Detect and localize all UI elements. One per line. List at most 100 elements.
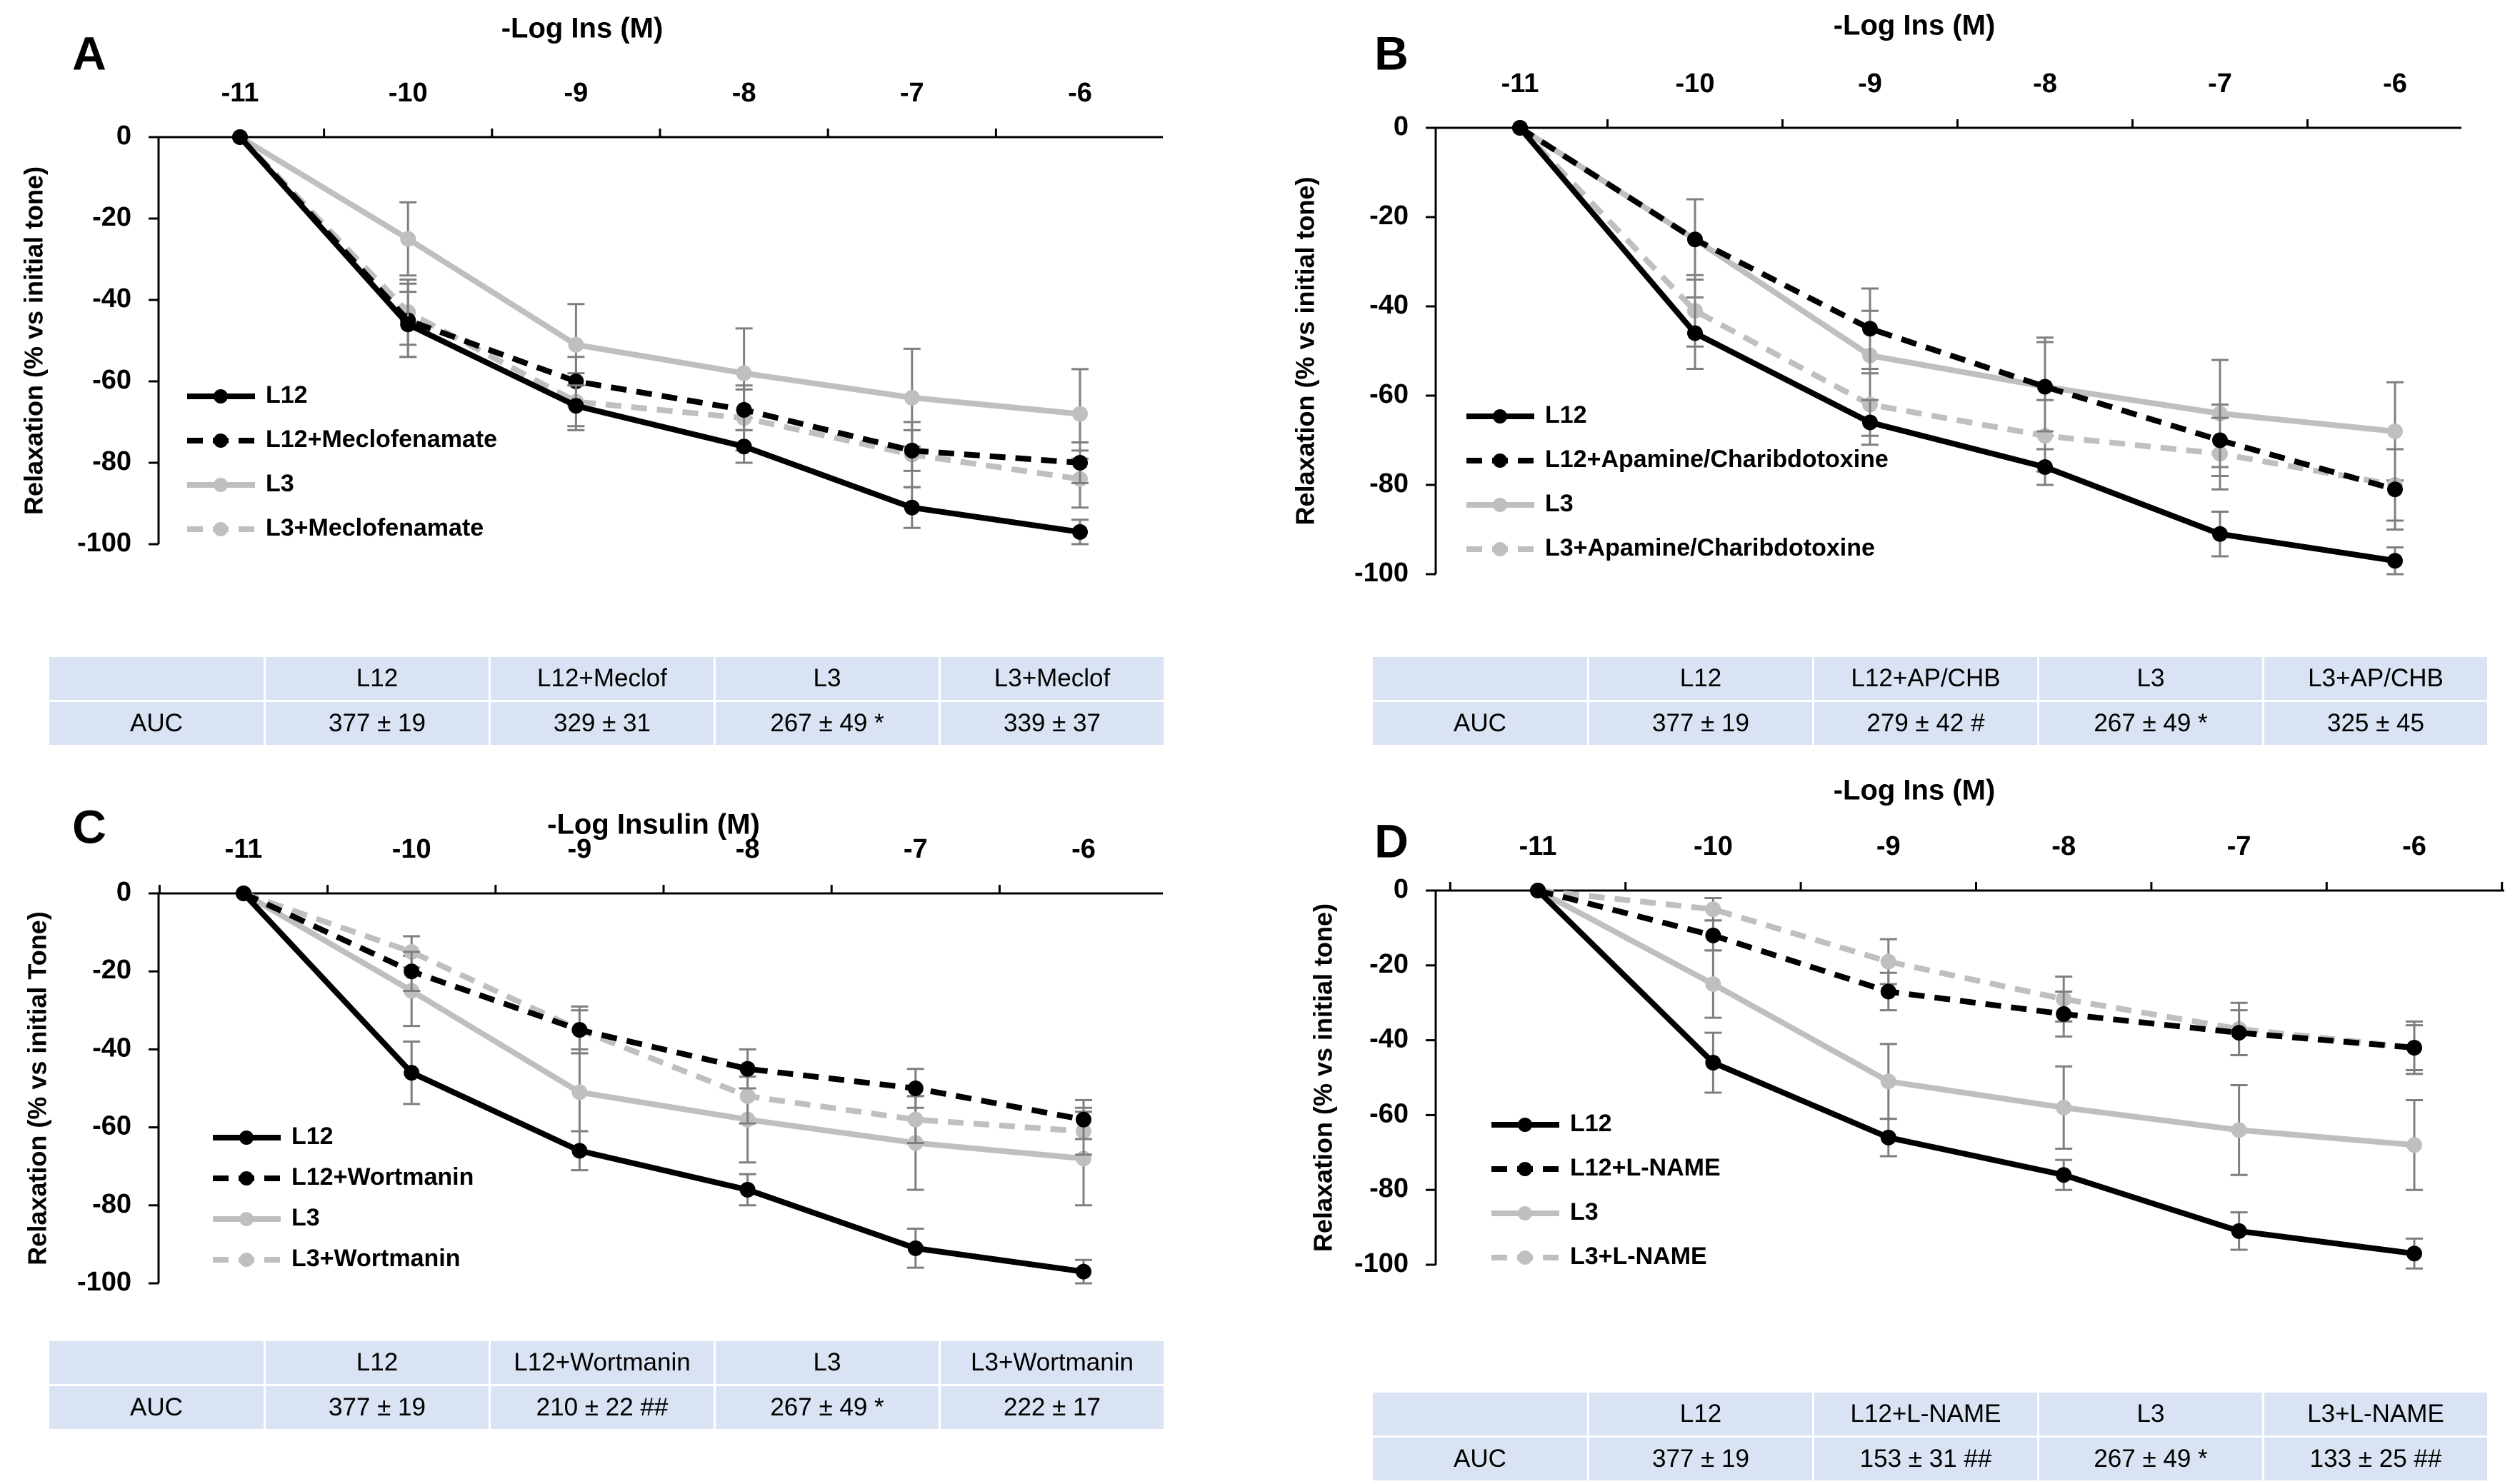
legend-swatch-marker	[214, 478, 228, 492]
series-line	[238, 135, 1081, 482]
legend-swatch-marker	[1518, 1162, 1532, 1176]
auc-header-cell: L3+Wortmanin	[939, 1341, 1166, 1386]
x-tick-label: -11	[221, 78, 259, 108]
auc-table-c: L12 L12+Wortmanin L3 L3+Wortmanin AUC 37…	[49, 1341, 1166, 1429]
data-point	[904, 442, 920, 458]
y-tick-label: -100	[1354, 1248, 1409, 1278]
y-tick-label: -40	[92, 1033, 131, 1063]
y-tick-label: 0	[116, 121, 131, 151]
auc-value-cell: 267 ± 49 *	[714, 1385, 941, 1429]
data-point	[1705, 901, 1721, 918]
legend-label: L12	[1570, 1110, 1612, 1137]
y-tick-label: -80	[1369, 468, 1409, 498]
data-point	[904, 499, 920, 516]
y-tick-label: -40	[1369, 290, 1409, 320]
legend-item: L3+L-NAME	[1491, 1243, 1707, 1270]
data-point	[1862, 321, 1878, 337]
legend-label: L3	[291, 1204, 320, 1231]
legend-swatch-marker	[214, 522, 228, 536]
x-tick-label: -6	[1071, 834, 1096, 864]
data-point	[400, 316, 416, 333]
data-point	[400, 231, 416, 247]
data-point	[2056, 1099, 2072, 1115]
data-point	[1880, 953, 1896, 970]
data-point	[2231, 1122, 2247, 1138]
auc-value-cell: 133 ± 25 ##	[2263, 1436, 2489, 1480]
auc-header-cell: L3+AP/CHB	[2263, 657, 2489, 702]
data-point	[1530, 883, 1546, 898]
data-point	[1862, 414, 1878, 431]
y-tick-label: -80	[92, 446, 131, 476]
series-l3-l-name	[1530, 883, 2423, 1072]
data-point	[1880, 983, 1896, 1000]
data-point	[736, 401, 752, 418]
y-axis-title: Relaxation (% vs initial tone)	[1309, 903, 1338, 1252]
series-line	[1518, 125, 2396, 434]
data-point	[2387, 553, 2403, 569]
series-line	[1518, 126, 2396, 488]
auc-value-cell: 377 ± 19	[1588, 1436, 1814, 1480]
data-point	[1687, 325, 1703, 341]
series-line	[238, 135, 1081, 535]
data-point	[1705, 927, 1721, 943]
auc-value-cell: 222 ± 17	[939, 1385, 1166, 1429]
auc-header-cell: L12+L-NAME	[1813, 1393, 2039, 1438]
legend-swatch-marker	[239, 1253, 254, 1267]
chart-panel-b: B-Log Ins (M)-11 -10 -9 -8 -7 -60-20-40-60-80…	[1291, 10, 2461, 588]
series-line	[242, 891, 1084, 1123]
auc-header-empty	[1373, 1393, 1589, 1438]
legend-swatch-marker	[1518, 1118, 1532, 1132]
legend-label: L3+Meclofenamate	[266, 514, 484, 541]
auc-header-cell: L3	[2038, 657, 2264, 702]
legend-item: L3	[187, 470, 294, 497]
series-line	[1537, 888, 2415, 1051]
x-axis-title: -Log Ins (M)	[1834, 10, 1996, 41]
legend-label: L12+Meclofenamate	[266, 426, 497, 453]
y-tick-label: -20	[92, 955, 131, 985]
x-tick-label: -10	[389, 78, 428, 108]
y-tick-label: -60	[1369, 379, 1409, 409]
legend-item: L3+Meclofenamate	[187, 514, 484, 541]
data-point	[1687, 231, 1703, 248]
data-point	[1072, 406, 1088, 422]
x-tick-label: -7	[2227, 831, 2251, 861]
y-tick-label: -80	[92, 1189, 131, 1219]
legend-label: L12+L-NAME	[1570, 1154, 1721, 1181]
legend-item: L3+Wortmanin	[213, 1245, 460, 1272]
legend-label: L3+Apamine/Charibdotoxine	[1545, 534, 1875, 561]
legend-label: L12	[291, 1123, 334, 1150]
data-point	[1880, 1129, 1896, 1145]
data-point	[404, 1065, 420, 1081]
series-l12-wortmanin	[236, 886, 1092, 1140]
legend-item: L12+Meclofenamate	[187, 426, 497, 453]
data-point	[907, 1111, 924, 1128]
series-l3	[1512, 120, 2404, 482]
data-point	[2406, 1245, 2422, 1262]
legend-item: L3	[213, 1204, 320, 1231]
legend-item: L3	[1491, 1198, 1599, 1225]
x-tick-label: -9	[1876, 831, 1901, 861]
data-point	[2406, 1040, 2422, 1056]
data-point	[2406, 1137, 2422, 1153]
legend-item: L12	[1491, 1110, 1612, 1137]
x-tick-label: -7	[900, 78, 924, 108]
x-tick-label: -6	[1068, 78, 1092, 108]
data-point	[2056, 1167, 2072, 1183]
legend-swatch-marker	[1518, 1206, 1532, 1220]
series-l3	[236, 886, 1092, 1207]
data-point	[568, 336, 584, 353]
y-tick-label: -100	[1354, 558, 1409, 588]
data-point	[571, 1022, 588, 1038]
x-tick-label: -11	[1501, 69, 1539, 99]
data-point	[2231, 1025, 2247, 1041]
series-l12	[1512, 120, 2404, 576]
series-line	[1536, 888, 2415, 1257]
legend-swatch-marker	[239, 1212, 254, 1226]
series-line	[1517, 126, 2396, 564]
legend-swatch-marker	[214, 433, 228, 448]
data-point	[904, 389, 920, 406]
series-l12	[232, 129, 1089, 546]
auc-header-empty	[1373, 657, 1589, 702]
auc-header-cell: L3	[714, 1341, 941, 1386]
legend-item: L12	[1466, 401, 1587, 428]
